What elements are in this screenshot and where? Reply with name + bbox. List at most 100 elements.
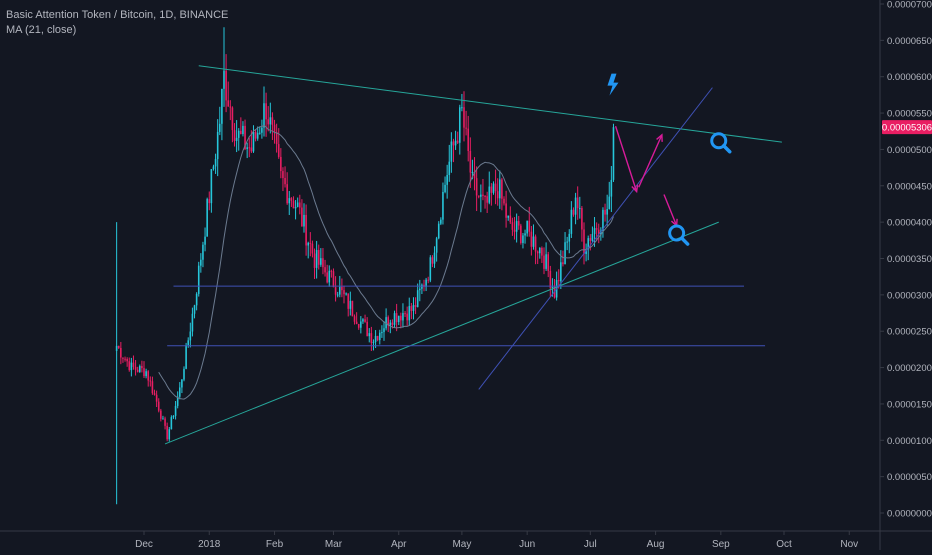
candle-body: [547, 254, 550, 271]
candle-body: [444, 184, 446, 193]
candle-body: [313, 253, 316, 268]
candle-body: [115, 345, 118, 351]
candle-body: [557, 280, 560, 282]
candle-body: [305, 214, 307, 246]
candle-body: [149, 380, 152, 382]
candle-body: [237, 130, 240, 138]
candle-body: [143, 368, 145, 377]
candle-body: [208, 199, 211, 204]
lower-support-trendline: [164, 221, 719, 445]
candle-body: [528, 220, 531, 232]
candle-body: [482, 194, 484, 196]
candle-body: [160, 410, 162, 419]
candle-body: [490, 186, 493, 193]
candle-body: [202, 244, 204, 260]
candle-body: [134, 366, 137, 370]
candle-body: [216, 131, 219, 160]
candle-body: [343, 290, 345, 295]
candle-body: [362, 319, 364, 322]
candle-body: [450, 141, 453, 162]
candle-body: [261, 127, 263, 133]
candle-body: [193, 305, 196, 314]
candle-body: [311, 243, 314, 254]
candle-body: [244, 125, 246, 150]
candle-body: [572, 209, 575, 215]
rising-support-line: [478, 87, 713, 390]
candle-body: [534, 236, 537, 252]
candle-body: [117, 345, 120, 348]
candle-body: [427, 279, 430, 281]
candle-body: [597, 229, 600, 235]
candle-body: [610, 179, 613, 197]
candle-body: [437, 223, 440, 239]
candle-body: [538, 247, 541, 254]
candle-body: [498, 179, 501, 199]
candle-body: [353, 316, 356, 322]
candle-body: [345, 293, 347, 295]
candle-body: [170, 417, 173, 430]
candle-body: [273, 124, 276, 132]
chart-legend: Basic Attention Token / Bitcoin, 1D, BIN…: [6, 8, 228, 38]
candle-body: [524, 233, 526, 236]
last-price-tag: [882, 120, 932, 135]
candle-body: [252, 131, 255, 152]
candle-body: [269, 117, 272, 125]
candle-body: [347, 293, 350, 309]
candle-body: [357, 324, 360, 328]
candle-body: [267, 119, 270, 125]
candle-body: [406, 313, 408, 321]
candle-body: [284, 177, 286, 185]
projection-arrow-down-1: [614, 125, 638, 192]
candle-body: [389, 322, 392, 326]
candle-body: [564, 242, 566, 265]
candle-body: [229, 106, 232, 108]
candle-body: [501, 179, 503, 199]
projection-arrow-up-head: [656, 133, 663, 142]
candle-body: [435, 238, 438, 253]
candle-body: [301, 207, 303, 227]
search-icon: [710, 132, 728, 150]
x-tick-label: Jul: [584, 539, 597, 550]
candle-body: [206, 199, 208, 237]
candle-body: [578, 208, 581, 210]
candle-body: [484, 195, 486, 197]
candle-body: [288, 198, 291, 204]
candle-body: [130, 362, 133, 371]
candle-body: [496, 191, 499, 199]
candle-body: [513, 229, 516, 232]
candle-body: [568, 233, 571, 242]
candle-body: [372, 341, 375, 343]
candle-body: [515, 221, 518, 232]
candle-body: [467, 128, 470, 151]
candle-body: [448, 161, 451, 176]
candle-body: [195, 293, 198, 306]
candle-body: [486, 196, 488, 203]
candle-body: [421, 284, 423, 289]
indicator-label: MA (21, close): [6, 24, 77, 36]
candle-body: [412, 305, 415, 311]
candle-body: [505, 203, 507, 218]
candle-body: [326, 272, 328, 283]
x-tick-label: Apr: [391, 539, 407, 550]
candle-body: [322, 258, 324, 268]
last-price-label: 0.00005306: [882, 123, 932, 134]
candle-body: [265, 103, 267, 120]
candle-body: [404, 313, 406, 315]
candle-body: [138, 366, 141, 372]
candle-body: [536, 251, 539, 254]
candle-body: [296, 202, 299, 207]
candle-body: [503, 198, 505, 204]
candle-body: [606, 209, 608, 215]
candle-body: [164, 418, 166, 426]
candle-body: [591, 233, 594, 241]
candle-body: [233, 130, 236, 141]
candle-body: [549, 270, 552, 288]
